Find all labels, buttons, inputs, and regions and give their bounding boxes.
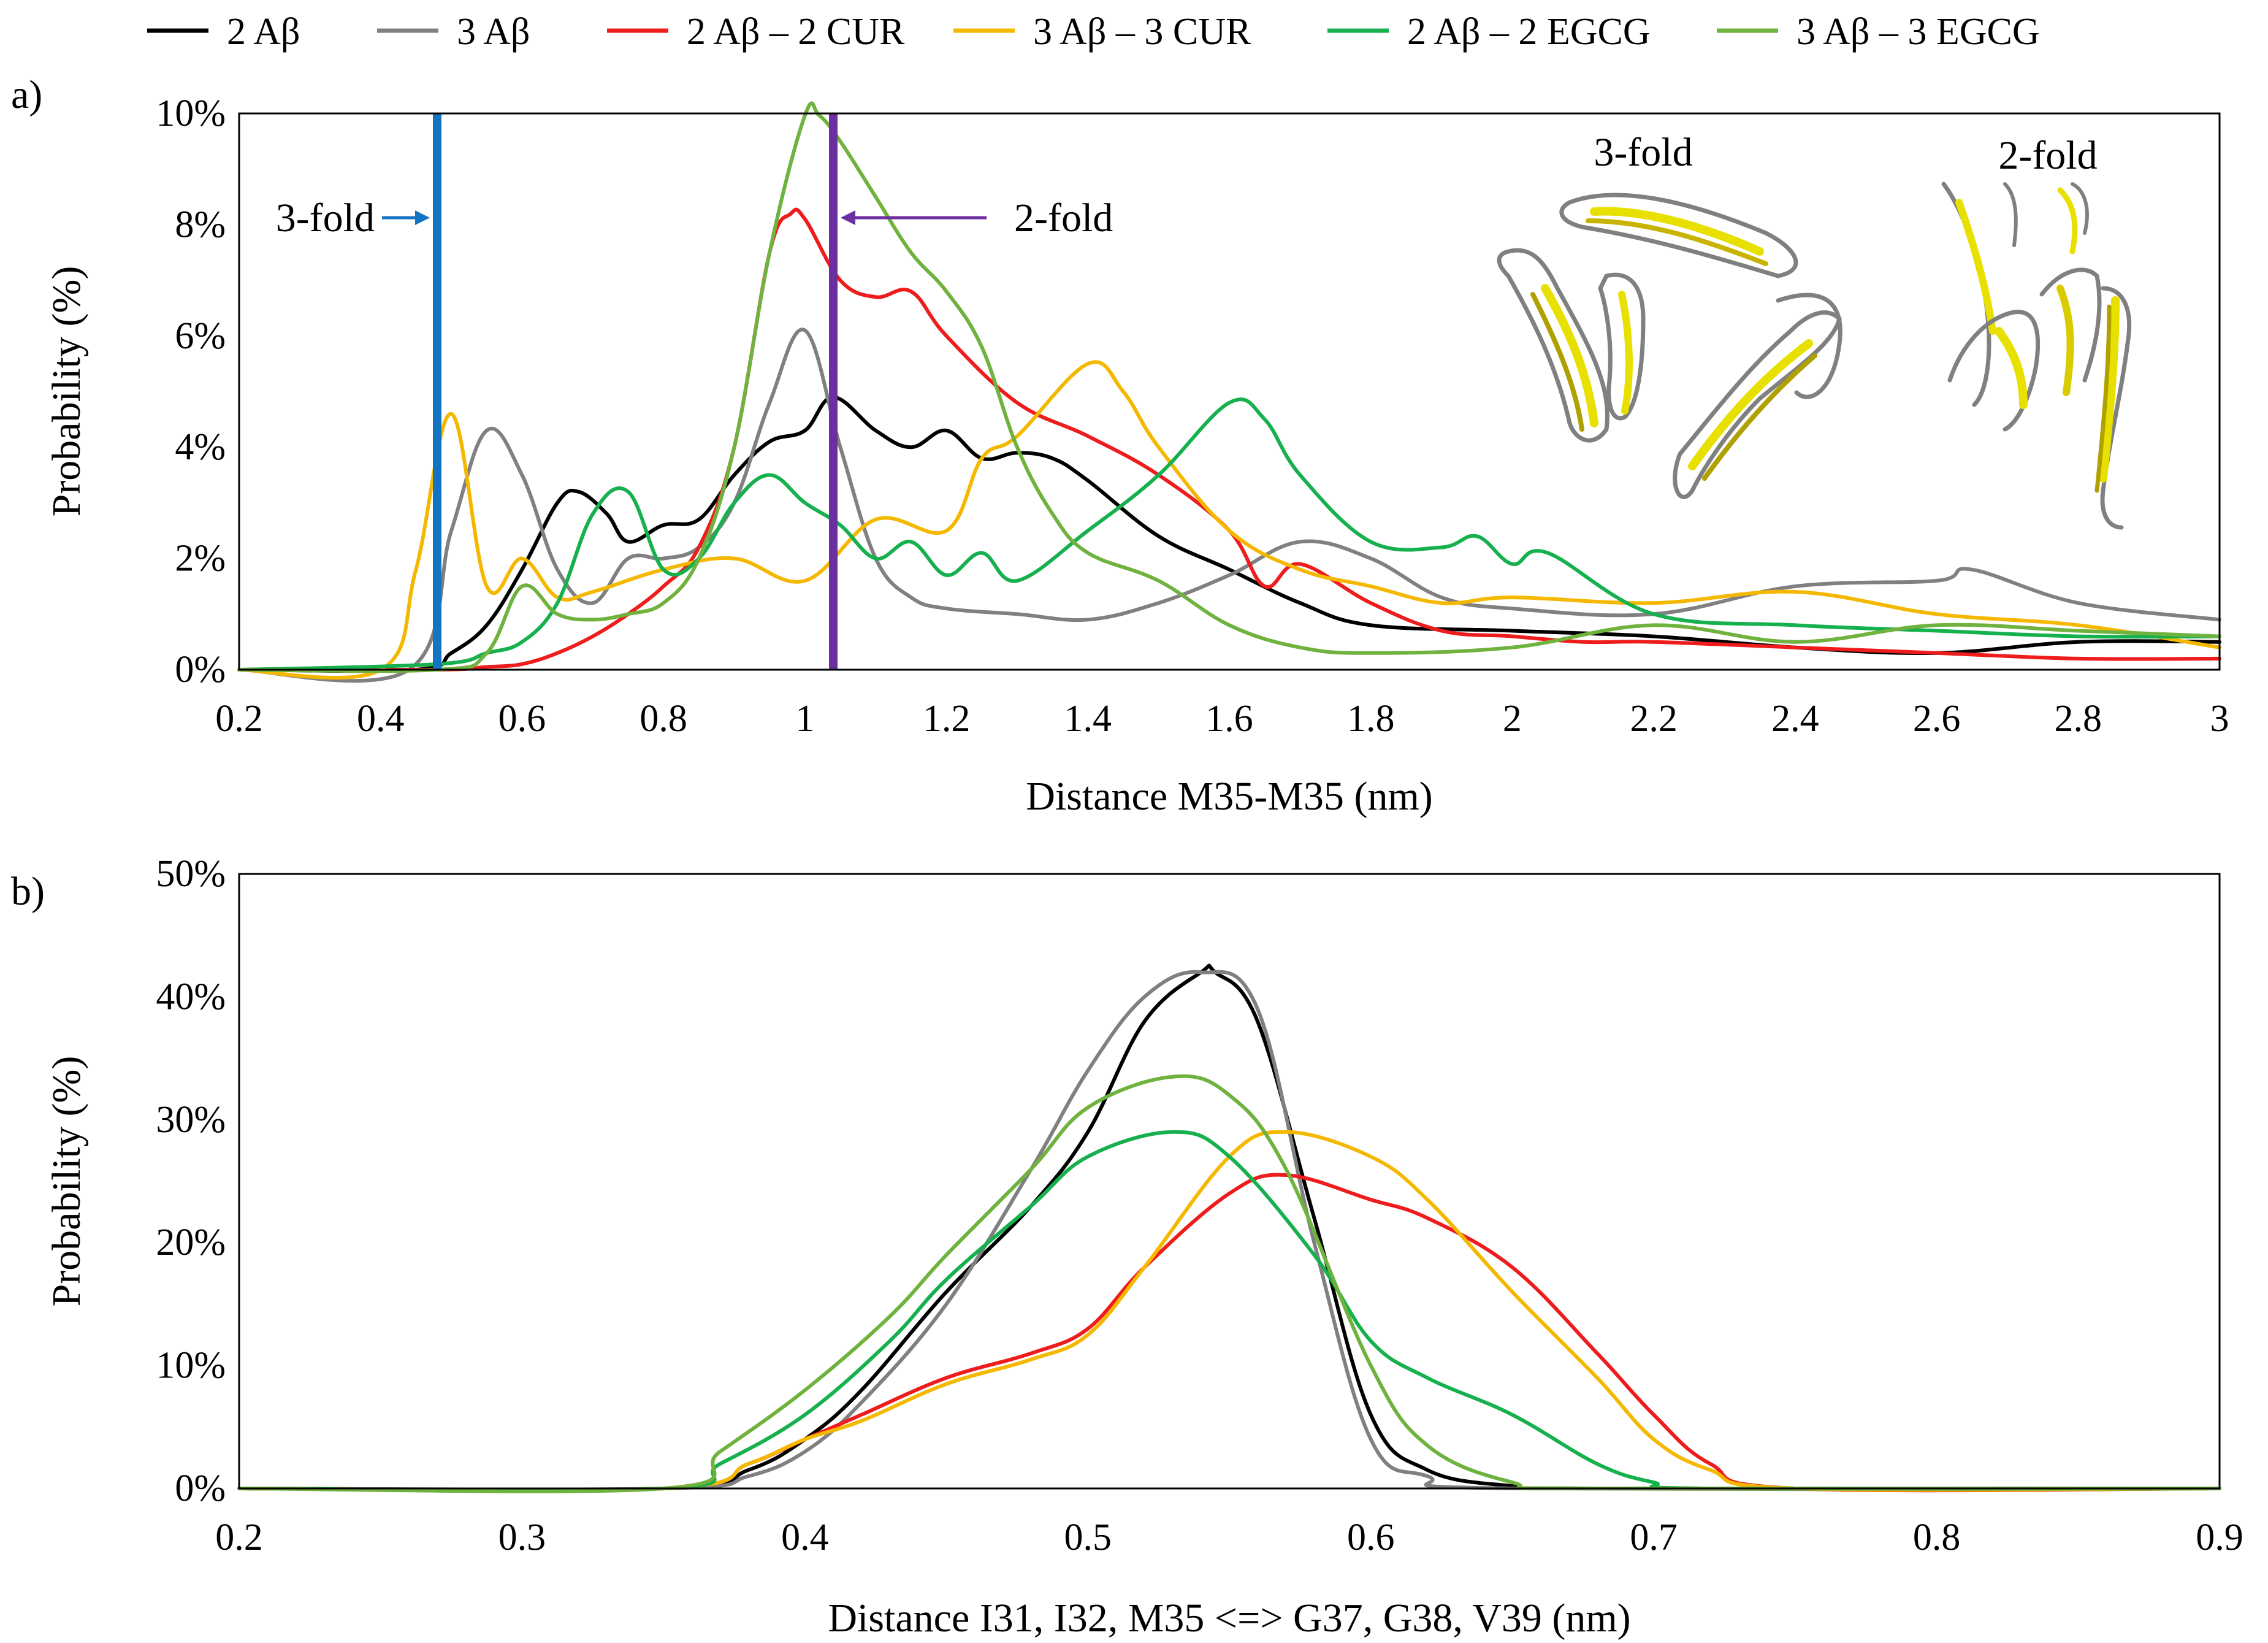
panel-b-series-s3 [237, 1173, 2221, 1493]
panel-b-label: b) [11, 869, 45, 914]
panel-a-axes: 0% 2% 4% 6% 8% 10% 0.2 0.4 0.6 0.8 1 1.2 1.4 1.6 1.8 2 2… [156, 93, 2229, 740]
legend-label-s5: 2 Aβ – 2 EGCG [1407, 11, 1651, 53]
panel-a-x-tick-label: 2.2 [1630, 698, 1678, 740]
panel-a-y-tick-label: 6% [175, 315, 226, 357]
panel-b-x-tick-label: 0.8 [1913, 1517, 1961, 1558]
legend-label-s6: 3 Aβ – 3 EGCG [1796, 11, 2040, 53]
inset-3-fold-label: 3-fold [1594, 130, 1692, 175]
panel-a-plot-frame [238, 112, 2221, 671]
panel-a-series-s4 [237, 360, 2221, 680]
panel-b: b) 0% 10% 20% 30% 40% 50% 0.2 0.3 0.4 0.5 0.6 0.7 0.… [11, 853, 2243, 1641]
panel-a-x-tick-label: 1.8 [1347, 698, 1395, 740]
panel-b-series [237, 963, 2221, 1493]
panel-a-x-tick-label: 0.6 [498, 698, 546, 740]
panel-a-x-tick-label: 2 [1503, 698, 1522, 740]
panel-b-x-tick-label: 0.4 [781, 1517, 829, 1558]
panel-b-x-tick-label: 0.9 [2196, 1517, 2243, 1558]
panel-b-x-tick-label: 0.5 [1064, 1517, 1112, 1558]
panel-b-y-axis-title: Probability (%) [44, 1056, 89, 1307]
inset-2-fold-structure: 2-fold [1941, 133, 2132, 530]
marker-label-3-fold: 3-fold [276, 196, 375, 240]
panel-a-x-tick-label: 0.2 [215, 698, 263, 740]
panel-a: a) 0% 2% 4% 6% 8% 10% 0.2 0.4 0.6 0.8 1 1.2 1.4 1.6 1.… [11, 72, 2229, 819]
panel-a-y-axis-title: Probability (%) [44, 266, 89, 517]
panel-a-x-tick-label: 2.8 [2055, 698, 2102, 740]
panel-a-series-s6 [237, 101, 2221, 673]
panel-b-y-tick-label: 0% [175, 1468, 226, 1509]
panel-b-y-tick-label: 30% [156, 1099, 226, 1141]
panel-a-x-tick-label: 0.8 [640, 698, 687, 740]
panel-a-y-tick-label: 4% [175, 426, 226, 468]
panel-a-x-tick-label: 0.4 [357, 698, 405, 740]
panel-a-series [237, 101, 2221, 683]
panel-a-label: a) [11, 72, 42, 117]
panel-b-x-tick-label: 0.2 [215, 1517, 263, 1558]
marker-arrowhead-3-fold [415, 210, 430, 225]
legend: 2 Aβ 3 Aβ 2 Aβ – 2 CUR 3 Aβ – 3 CUR 2 Aβ – 2… [147, 11, 2040, 53]
panel-b-x-tick-label: 0.6 [1347, 1517, 1395, 1558]
panel-a-x-tick-label: 1 [795, 698, 814, 740]
panel-b-y-tick-label: 40% [156, 976, 226, 1017]
panel-b-series-s2 [237, 970, 2221, 1492]
panel-a-series-s2 [237, 327, 2221, 683]
panel-a-y-tick-label: 2% [175, 538, 226, 580]
panel-b-series-s4 [237, 1130, 2221, 1493]
marker-arrowhead-2-fold [841, 210, 855, 225]
panel-b-x-tick-label: 0.3 [498, 1517, 546, 1558]
panel-a-y-tick-label: 10% [156, 93, 226, 134]
panel-b-plot-frame [238, 873, 2221, 1490]
legend-label-s1: 2 Aβ [227, 11, 300, 53]
panel-a-x-tick-label: 1.6 [1205, 698, 1253, 740]
panel-b-x-axis-title: Distance I31, I32, M35 <=> G37, G38, V39… [828, 1596, 1630, 1641]
panel-b-series-s6 [237, 1074, 2221, 1493]
panel-a-x-tick-label: 2.4 [1771, 698, 1819, 740]
legend-label-s3: 2 Aβ – 2 CUR [687, 11, 905, 53]
legend-label-s4: 3 Aβ – 3 CUR [1033, 11, 1251, 53]
panel-a-y-tick-label: 0% [175, 649, 226, 691]
panel-a-series-s3 [237, 207, 2221, 672]
panel-a-series-s1 [237, 395, 2221, 673]
panel-b-axes: 0% 10% 20% 30% 40% 50% 0.2 0.3 0.4 0.5 0.6 0.7 0.8 0.… [156, 853, 2243, 1558]
panel-a-x-tick-label: 1.4 [1064, 698, 1112, 740]
panel-b-series-s5 [237, 1130, 2221, 1493]
panel-b-y-tick-label: 50% [156, 853, 226, 895]
panel-a-x-tick-label: 2.6 [1913, 698, 1961, 740]
panel-a-x-axis-title: Distance M35-M35 (nm) [1026, 774, 1433, 819]
marker-label-2-fold: 2-fold [1014, 196, 1113, 240]
panel-a-markers: 3-fold 2-fold [276, 113, 1113, 670]
panel-b-y-tick-label: 10% [156, 1345, 226, 1387]
panel-b-y-tick-label: 20% [156, 1222, 226, 1263]
panel-a-x-tick-label: 3 [2210, 698, 2229, 740]
panel-a-y-tick-label: 8% [175, 204, 226, 245]
panel-a-series-s5 [237, 397, 2221, 672]
panel-b-x-tick-label: 0.7 [1630, 1517, 1678, 1558]
inset-3-fold-structure: 3-fold [1497, 130, 1842, 499]
legend-label-s2: 3 Aβ [457, 11, 530, 53]
panel-a-x-tick-label: 1.2 [923, 698, 971, 740]
panel-b-series-s1 [237, 963, 2221, 1492]
inset-2-fold-label: 2-fold [1998, 133, 2097, 178]
